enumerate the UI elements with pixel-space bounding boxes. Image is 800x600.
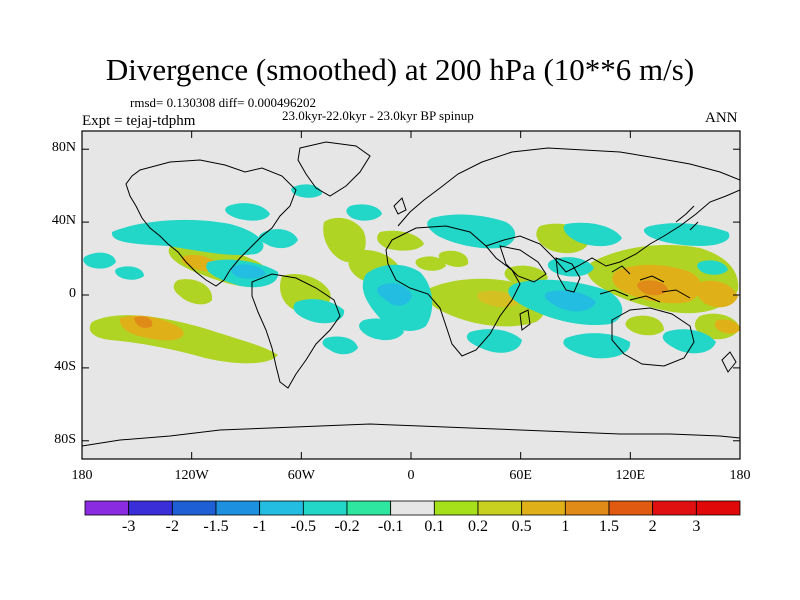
y-tick-label: 80N bbox=[51, 140, 76, 156]
coast-antarctica bbox=[82, 423, 740, 447]
experiment-label: Expt = tejaj-tdphm bbox=[82, 113, 196, 129]
colorbar-swatch-6 bbox=[346, 500, 392, 516]
colorbar-swatch-1 bbox=[128, 500, 173, 516]
x-tick-label: 0 bbox=[407, 468, 415, 483]
field-arctic-negative bbox=[291, 184, 322, 198]
field-india-negative bbox=[547, 257, 594, 277]
field-north-america-negative bbox=[111, 219, 264, 256]
coast-arabia bbox=[499, 245, 547, 283]
coast-africa bbox=[385, 225, 521, 357]
field-central-pacific-core bbox=[134, 316, 153, 328]
colorbar-swatch-3 bbox=[215, 500, 261, 516]
x-tick-label: 180 bbox=[729, 468, 751, 483]
colorbar-swatch-14 bbox=[695, 500, 741, 516]
field-indian-ocean-blue bbox=[544, 290, 596, 312]
field-baja-positive bbox=[173, 279, 213, 305]
field-caribbean-negative bbox=[258, 229, 298, 249]
field-atlantic-north-positive bbox=[323, 217, 366, 262]
colorbar-swatch-5 bbox=[302, 500, 348, 516]
field-sahara-positive bbox=[438, 250, 469, 267]
y-tick-label: 0 bbox=[69, 286, 76, 301]
x-tick-label: 180 bbox=[71, 468, 93, 483]
colorbar-label: -2 bbox=[165, 518, 179, 535]
season-label: ANN bbox=[705, 110, 738, 126]
x-tick-label: 60E bbox=[509, 468, 532, 483]
colorbar-label: -0.5 bbox=[290, 518, 316, 535]
stats-subtitle: rmsd= 0.130308 diff= 0.000496202 bbox=[130, 95, 316, 110]
colorbar-swatch-8 bbox=[433, 500, 479, 516]
colorbar-label: 3 bbox=[692, 518, 701, 535]
colorbar-swatch-4 bbox=[259, 500, 304, 516]
colorbar-swatch-10 bbox=[521, 500, 566, 516]
axis-ticks bbox=[81, 131, 741, 459]
field-atlantic-south-negative bbox=[359, 318, 404, 341]
coast-greenland bbox=[297, 141, 371, 197]
field-dateline-positive bbox=[714, 319, 740, 334]
x-tick-label: 60W bbox=[287, 468, 315, 483]
field-australia-positive bbox=[625, 315, 664, 336]
field-north-pacific-negative-2 bbox=[115, 266, 144, 280]
coast-indonesia bbox=[599, 265, 691, 303]
field-eurasia-negative bbox=[427, 214, 516, 249]
colorbar-label: 1 bbox=[561, 518, 570, 535]
field-central-america-blue bbox=[231, 264, 266, 279]
coastlines bbox=[82, 141, 740, 447]
colorbar-swatch-9 bbox=[477, 500, 523, 516]
y-tick-label: 40N bbox=[51, 213, 76, 229]
coast-eurasia-south bbox=[485, 189, 740, 273]
colorbar-swatch-11 bbox=[564, 500, 610, 516]
field-south-atlantic-blue bbox=[377, 283, 412, 306]
coast-madagascar bbox=[519, 309, 531, 331]
field-siberia-negative bbox=[563, 222, 622, 247]
colorbar-label: 0.2 bbox=[468, 518, 488, 535]
coast-new-zealand bbox=[721, 351, 737, 373]
field-southern-indian-negative bbox=[563, 333, 631, 359]
colorbar-swatch-7 bbox=[390, 500, 435, 516]
field-greenland-negative bbox=[346, 204, 382, 221]
field-far-east-negative bbox=[697, 260, 728, 275]
colorbar-swatch-0 bbox=[84, 500, 130, 516]
coast-india bbox=[555, 257, 581, 293]
colorbar-label: -3 bbox=[121, 518, 136, 535]
colorbar-label: 0.1 bbox=[424, 518, 445, 535]
field-south-pacific-negative bbox=[662, 329, 716, 354]
figure-title: Divergence (smoothed) at 200 hPa (10**6 … bbox=[105, 52, 695, 87]
colorbar-label: 2 bbox=[648, 518, 657, 535]
coast-eurasia bbox=[397, 147, 740, 227]
coast-south-america bbox=[251, 273, 341, 389]
y-tick-label: 40S bbox=[54, 358, 76, 374]
y-tick-label: 80S bbox=[54, 431, 76, 447]
field-maritime-peak bbox=[637, 280, 668, 296]
field-southwest-atlantic-negative bbox=[322, 336, 358, 355]
coast-north-america bbox=[125, 159, 297, 287]
colorbar-label: -0.2 bbox=[334, 518, 360, 535]
field-west-pacific-east bbox=[696, 280, 738, 308]
colorbar bbox=[84, 500, 741, 516]
field-brazil-negative bbox=[293, 299, 345, 324]
period-subtitle: 23.0kyr-22.0kyr - 23.0kyr BP spinup bbox=[282, 108, 474, 123]
colorbar-swatch-12 bbox=[608, 500, 654, 516]
field-north-pacific-west-negative bbox=[643, 223, 730, 246]
colorbar-label: -1 bbox=[252, 518, 267, 535]
colorbar-label: -1.5 bbox=[203, 518, 229, 535]
colorbar-label: 1.5 bbox=[599, 518, 619, 535]
colorbar-label: 0.5 bbox=[511, 518, 532, 535]
divergence-fields bbox=[83, 184, 740, 364]
coast-british-isles bbox=[393, 197, 407, 215]
field-asia-positive-2 bbox=[415, 256, 446, 271]
field-south-africa-negative bbox=[466, 329, 522, 353]
field-north-pacific-negative bbox=[83, 252, 116, 269]
coast-japan bbox=[675, 205, 699, 231]
x-tick-label: 120E bbox=[615, 468, 646, 483]
x-tick-label: 120W bbox=[174, 468, 209, 483]
colorbar-label: -0.1 bbox=[377, 518, 404, 535]
colorbar-swatch-13 bbox=[652, 500, 697, 516]
colorbar-swatch-2 bbox=[171, 500, 217, 516]
coast-australia bbox=[611, 307, 695, 367]
field-canada-negative bbox=[225, 203, 270, 221]
